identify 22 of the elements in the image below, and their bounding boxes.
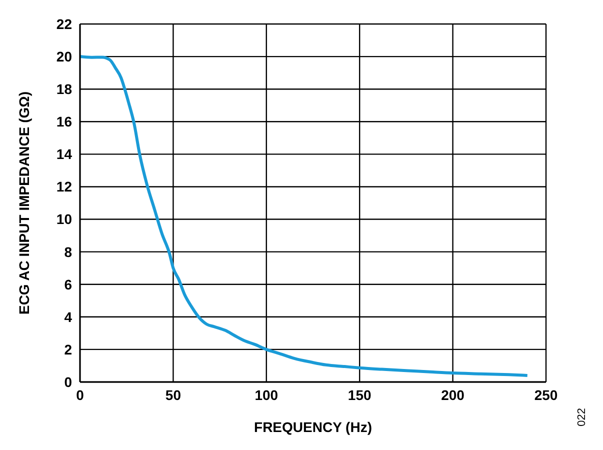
x-tick-label: 200 <box>441 386 465 403</box>
x-tick-label: 0 <box>76 386 84 403</box>
y-tick-label: 8 <box>64 244 72 260</box>
y-tick-label: 14 <box>56 146 72 162</box>
x-axis-title: FREQUENCY (Hz) <box>254 419 372 435</box>
y-tick-label: 16 <box>56 114 72 130</box>
y-tick-label: 18 <box>56 81 72 98</box>
x-tick-label: 100 <box>254 386 278 403</box>
y-tick-label: 22 <box>56 16 72 32</box>
y-tick-label: 20 <box>56 48 72 65</box>
x-tick-label: 150 <box>348 386 372 403</box>
y-tick-label: 6 <box>64 276 72 292</box>
y-tick-label: 10 <box>56 211 72 228</box>
y-tick-label: 0 <box>64 374 72 390</box>
y-tick-label: 4 <box>64 308 72 325</box>
y-tick-label: 2 <box>64 341 72 358</box>
x-tick-label: 50 <box>165 386 182 403</box>
text: 022 <box>576 408 589 426</box>
x-tick-label: 250 <box>534 386 558 403</box>
y-tick-label: 12 <box>56 178 72 195</box>
y-axis-title: ECG AC INPUT IMPEDANCE (GΩ) <box>16 91 32 315</box>
line-series <box>80 55 529 377</box>
